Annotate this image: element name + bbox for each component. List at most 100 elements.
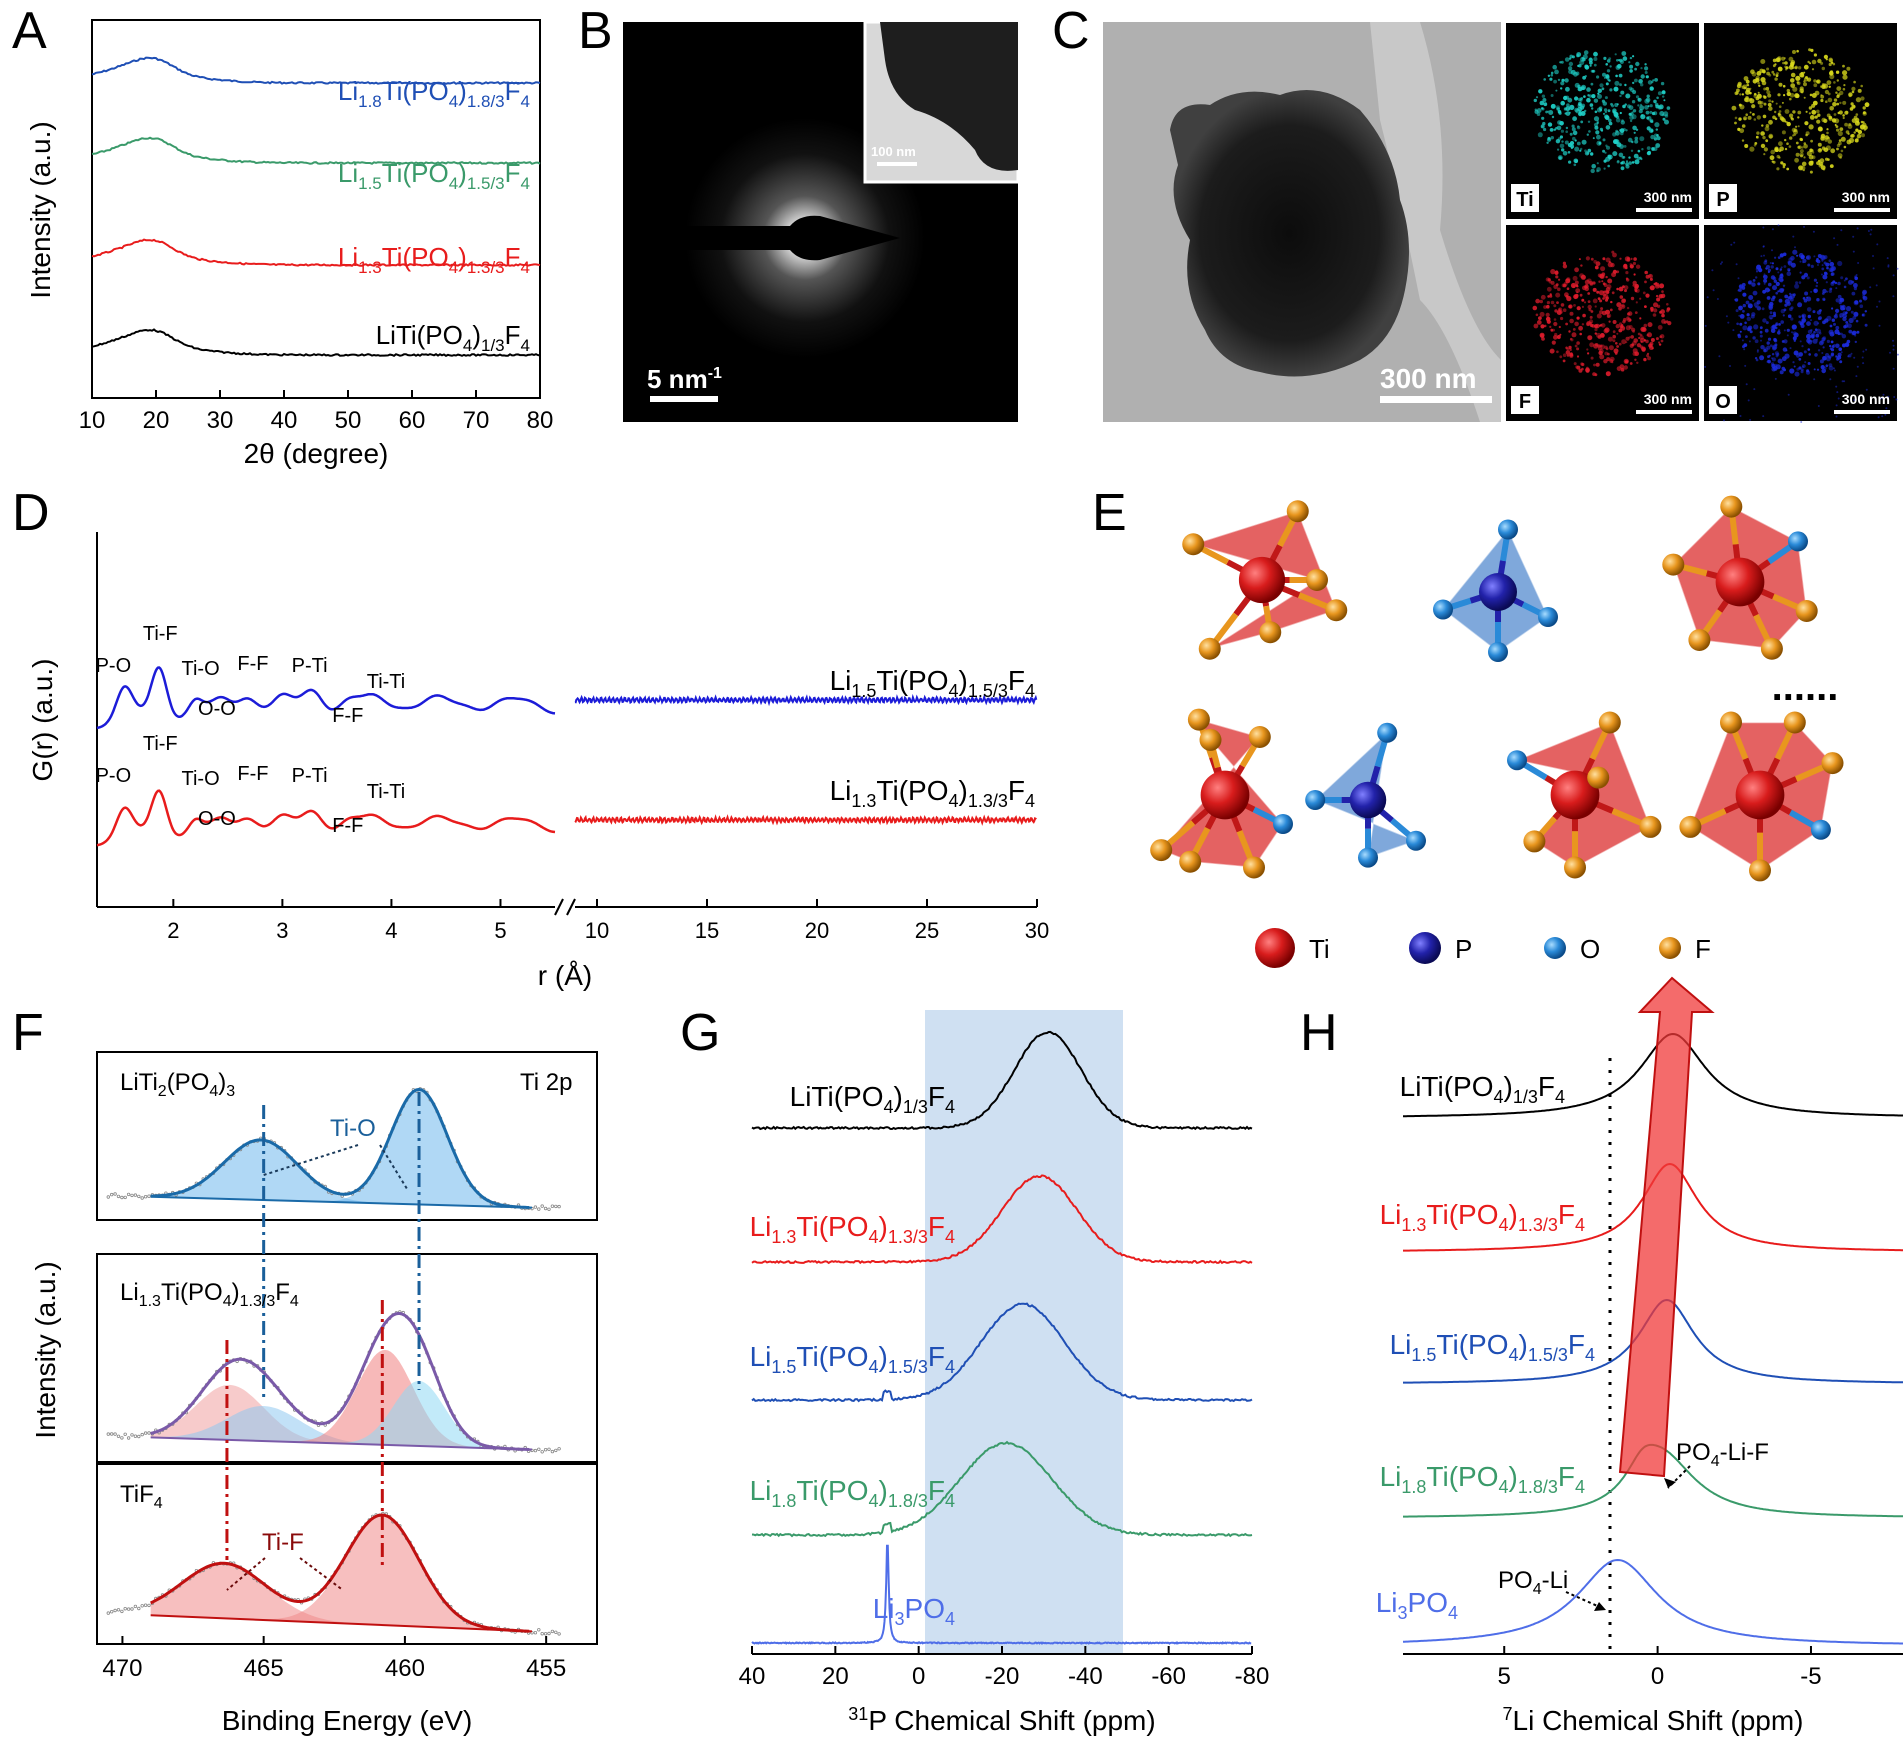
eds-dot <box>1835 415 1838 418</box>
p31-trace-3 <box>751 1302 1253 1403</box>
eds-dot <box>1579 273 1584 278</box>
eds-dot <box>1835 287 1838 290</box>
eds-dot <box>1562 359 1566 363</box>
eds-dot <box>1614 103 1619 107</box>
eds-dot <box>1782 84 1786 88</box>
eds-dot <box>1624 289 1627 293</box>
eds-dot <box>1553 321 1558 327</box>
eds-dot <box>1642 291 1646 295</box>
xps-data-point <box>554 1204 558 1209</box>
eds-dot <box>1825 262 1830 267</box>
eds-dot <box>1832 333 1834 336</box>
eds-dot <box>1813 368 1816 371</box>
eds-dot <box>1843 325 1847 329</box>
eds-dot <box>1621 339 1627 345</box>
eds-dot <box>1596 162 1599 165</box>
xps-data-point <box>147 1194 151 1198</box>
eds-dot <box>1619 295 1624 299</box>
octahedron-corner-1-f-atom <box>1150 839 1173 862</box>
eds-dot <box>1764 126 1770 132</box>
eds-dot <box>1825 364 1829 368</box>
eds-dot <box>1747 84 1750 87</box>
eds-dot <box>1573 304 1576 307</box>
eds-dot <box>1865 388 1868 391</box>
eds-dot <box>1633 153 1639 159</box>
panel-d-xticks: 2 3 4 5 10 15 20 25 30 <box>167 899 1049 943</box>
eds-dot <box>1618 286 1624 292</box>
eds-dot <box>1769 344 1773 348</box>
eds-dot <box>1789 297 1794 302</box>
eds-dot <box>1593 63 1597 67</box>
eds-dot <box>1773 338 1778 342</box>
eds-dot <box>1644 71 1648 74</box>
eds-dot <box>1834 281 1838 285</box>
eds-dot <box>1829 324 1833 328</box>
eds-dot <box>1610 300 1613 304</box>
eds-dot <box>1633 338 1638 343</box>
eds-dot <box>1760 143 1766 149</box>
xps-data-point <box>123 1606 127 1611</box>
eds-dot <box>1739 330 1742 333</box>
octahedron-chain-2-ti-atom <box>1735 770 1785 820</box>
eds-dot <box>1631 161 1635 164</box>
eds-dot <box>1618 152 1624 158</box>
eds-dot <box>1599 83 1604 88</box>
eds-dot <box>1729 365 1731 367</box>
eds-dot <box>1832 62 1836 66</box>
eds-dot <box>1747 115 1752 120</box>
octahedron-tif6-f-atom <box>1306 569 1328 591</box>
xps-tick-label: 465 <box>244 1655 284 1682</box>
eds-dot <box>1649 104 1653 108</box>
li7-tick-label: 5 <box>1498 1663 1511 1690</box>
eds-dot <box>1853 311 1859 317</box>
eds-dot <box>1760 131 1765 136</box>
eds-dot <box>1862 121 1865 124</box>
eds-dot <box>1619 257 1622 260</box>
panel-h-7li-nmr: LiTi(PO4)1/3F4Li1.3Ti(PO4)1.3/3F4Li1.5Ti… <box>1376 976 1903 1736</box>
eds-dot <box>1533 323 1539 329</box>
p31-tick-label: 40 <box>739 1663 766 1690</box>
eds-dot <box>1634 288 1637 291</box>
pdf-peak-label: Ti-Ti <box>367 671 406 693</box>
eds-dot <box>1596 140 1602 146</box>
li7-label-3: Li1.5Ti(PO4)1.5/3F4 <box>1390 1329 1595 1365</box>
eds-dot <box>1662 90 1666 94</box>
xrd-tick-label: 80 <box>527 407 554 434</box>
panel-label-f: F <box>12 1004 44 1062</box>
eds-dot <box>1550 71 1554 75</box>
eds-dot <box>1789 347 1792 350</box>
eds-dot <box>1792 327 1795 330</box>
eds-dot <box>1807 329 1813 334</box>
eds-dot <box>1569 311 1574 316</box>
axis-break-mark-1 <box>554 898 564 916</box>
octahedron-tif5o-o-atom <box>1788 531 1808 552</box>
panel-label-g: G <box>680 1004 720 1062</box>
eds-dot <box>1823 298 1826 301</box>
octahedron-chain-2-f-atom <box>1679 815 1702 838</box>
eds-dot <box>1796 49 1799 53</box>
pdf-tick-label: 3 <box>276 918 288 943</box>
panel-a-frame <box>91 19 541 399</box>
eds-dot <box>1756 350 1759 353</box>
eds-dot <box>1605 257 1611 263</box>
eds-dot <box>1609 65 1612 68</box>
eds-dot <box>1807 60 1810 64</box>
eds-dot <box>1811 335 1815 339</box>
octahedron-chain-2-f-atom <box>1749 859 1771 882</box>
tetrahedron-po4-o-atom <box>1488 642 1508 662</box>
eds-dot <box>1820 61 1824 65</box>
eds-dot <box>1811 149 1814 152</box>
eds-dot <box>1817 317 1821 321</box>
eds-dot <box>1572 130 1578 136</box>
eds-dot <box>1802 365 1804 368</box>
eds-dot <box>1552 328 1555 332</box>
panel-a-ylabel: Intensity (a.u.) <box>25 121 56 298</box>
eds-dot <box>1584 109 1587 113</box>
eds-dot <box>1547 278 1551 282</box>
tetrahedron-corner-o-atom <box>1358 847 1378 868</box>
eds-dot <box>1597 88 1603 94</box>
eds-dot <box>1851 331 1855 336</box>
eds-dot <box>1862 106 1866 110</box>
eds-dot <box>1779 370 1784 375</box>
eds-dot <box>1850 310 1854 314</box>
